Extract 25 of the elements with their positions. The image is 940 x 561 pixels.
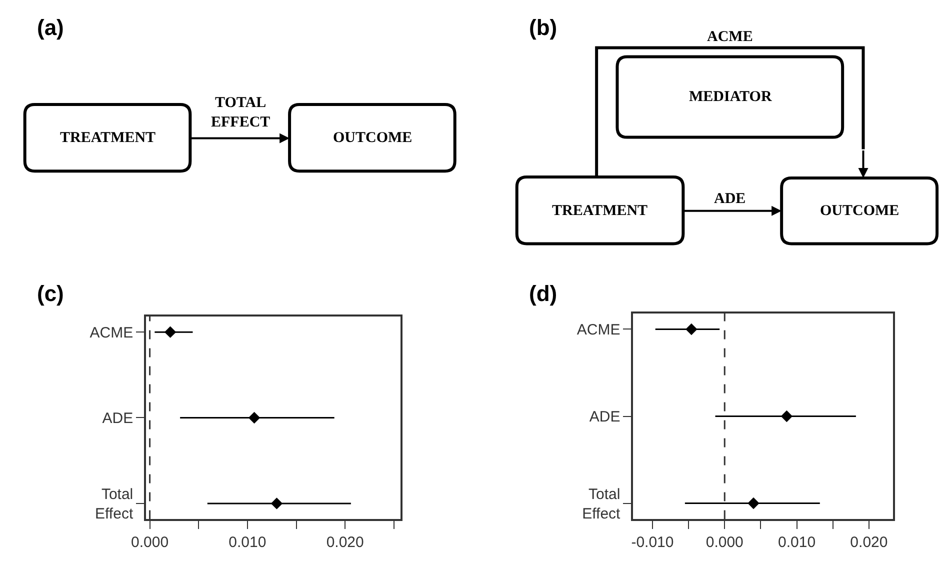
text: (a) [37,15,64,40]
x-tick-label: 0.000 [706,534,744,551]
text: TOTAL EFFECT [211,95,270,130]
x-tick-label: -0.010 [631,534,674,551]
text: ADE [714,191,746,207]
text: OUTCOME [820,203,900,219]
x-tick-label: 0.020 [850,534,888,551]
y-tick-label: ADE [102,410,134,427]
x-tick-label: 0.010 [228,534,266,551]
chart-title: (c) [37,281,64,306]
text: TREATMENT [552,203,648,219]
y-tick-label: Total Effect [95,486,134,522]
y-tick-label: ACME [90,324,134,342]
x-tick-label: 0.010 [778,534,816,551]
text: (b) [529,15,558,40]
text: MEDIATOR [689,89,772,105]
x-tick-label: 0.020 [326,534,364,551]
chart-title: (d) [529,281,558,306]
x-tick-label: 0.000 [131,534,169,551]
y-tick-label: ADE [589,408,620,426]
y-tick-label: ACME [576,321,620,338]
text: OUTCOME [333,130,412,146]
text: TREATMENT [60,130,156,146]
text: ACME [707,29,753,45]
y-tick-label: Total Effect [582,486,622,522]
